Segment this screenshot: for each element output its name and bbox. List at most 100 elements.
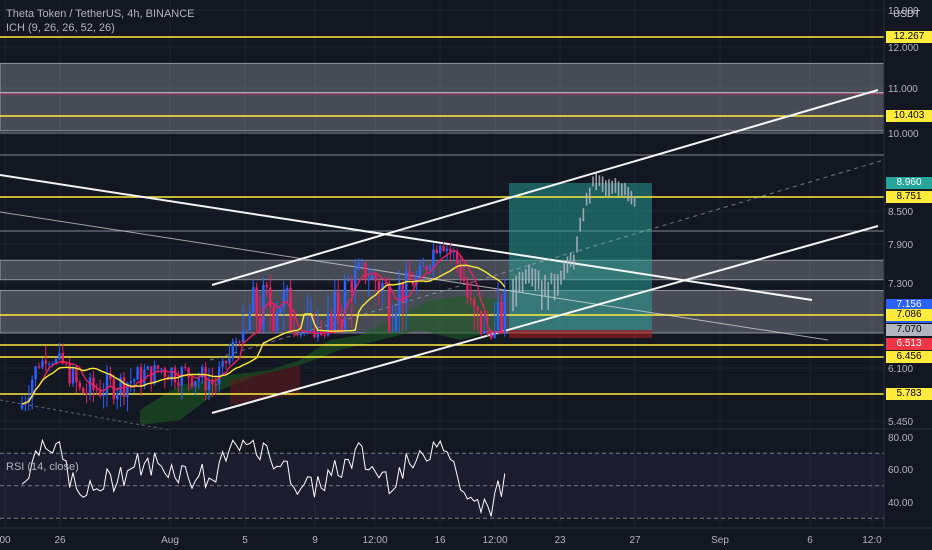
horizontal-levels[interactable] [0,36,884,395]
candle-body-136 [483,330,486,334]
candle-body-72 [265,284,268,288]
candle-body-61 [228,358,231,364]
candle-body-139 [493,330,496,339]
currency-label: USDT [893,9,920,20]
rsi-pane [0,428,932,519]
candle-body-100 [360,262,364,264]
candle-body-105 [377,280,381,292]
candle-body-9 [51,363,54,365]
time-label-0: 00 [0,535,11,546]
candle-body-98 [354,269,357,293]
time-label-6: 16 [434,535,446,546]
candle-body-68 [252,287,255,313]
price-label-2: 11.000 [888,84,918,95]
time-label-10: Sep [711,535,729,546]
candle-body-90 [326,314,330,336]
time-label-1: 26 [54,535,66,546]
candle-body-87 [316,331,319,338]
symbol-title[interactable]: Theta Token / TetherUS, 4h, BINANCE [6,8,195,20]
candle-body-141 [500,301,503,333]
candle-body-14 [68,363,71,384]
stop-zone [509,330,652,338]
candle-body-40 [156,365,160,369]
candle-body-0 [20,403,24,409]
candle-body-34 [136,367,139,380]
candle-body-37 [146,366,149,370]
candle-body-126 [449,248,452,252]
candle-body-107 [384,282,387,284]
candle-body-83 [303,332,306,334]
candle-body-92 [333,291,336,331]
candle-body-95 [343,280,347,331]
rsi-legend[interactable]: RSI (14, close) [6,461,79,473]
price-tag-7-086: 7.086 [886,309,932,321]
candle-body-89 [323,334,326,336]
ichimoku-legend[interactable]: ICH (9, 26, 26, 52, 26) [6,22,115,34]
candle-body-119 [425,266,428,270]
candle-body-19 [85,393,88,395]
candle-body-103 [371,275,374,280]
candle-body-17 [78,382,81,388]
candle-body-49 [187,367,190,378]
candle-body-140 [496,301,500,331]
candle-body-74 [272,307,275,331]
candle-body-13 [65,363,68,365]
cloud-bull [140,295,500,425]
candle-body-32 [129,381,132,384]
time-label-12: 12:0 [862,535,882,546]
candle-body-70 [258,317,262,331]
candle-body-134 [476,307,479,311]
candle-body-12 [61,352,64,364]
candle-body-124 [442,245,445,251]
candle-body-78 [286,287,289,291]
candle-body-60 [224,360,228,364]
candle-body-91 [330,314,333,331]
candle-body-8 [48,363,51,365]
cloud-bear [230,365,300,405]
candle-body-44 [170,367,173,381]
candle-body-110 [394,313,398,331]
candle-body-104 [374,275,377,281]
candle-body-81 [296,333,299,336]
candle-body-129 [459,263,462,278]
candle-body-101 [364,262,367,280]
candle-body-26 [109,373,112,380]
candle-body-48 [184,367,187,369]
candle-body-52 [197,377,200,381]
time-label-7: 12:00 [482,535,507,546]
trendlines[interactable] [0,89,885,431]
candle-body-66 [245,330,248,332]
price-tag-8-751: 8.751 [886,191,932,203]
conversion-line [21,249,506,405]
price-label-5: 7.900 [888,240,913,251]
rsi-axis-label-0: 80.00 [888,433,913,444]
candle-body-65 [241,330,245,343]
candle-body-33 [133,379,136,382]
price-tag-6-513: 6.513 [886,338,932,350]
candle-body-117 [418,266,421,276]
zone-0 [0,62,885,94]
candle-body-21 [92,377,95,390]
candle-body-121 [432,249,435,268]
candle-body-10 [54,359,58,364]
candle-body-35 [139,367,143,386]
candle-body-132 [469,297,472,300]
candle-body-122 [435,249,438,254]
trendline-0 [0,174,813,301]
candle-body-22 [95,389,98,391]
candle-body-73 [269,287,272,308]
base-line [21,264,506,405]
price-tag-12-267: 12.267 [886,31,932,43]
price-tag-5-783: 5.783 [886,388,932,400]
candle-body-125 [445,248,449,251]
candle-body-18 [82,387,85,394]
candle-body-109 [391,330,394,332]
candle-body-3 [31,379,34,398]
candle-body-112 [401,281,404,303]
price-label-8: 5.450 [888,417,913,428]
candle-body-142 [503,290,506,333]
candle-body-97 [350,280,353,293]
candle-body-79 [289,287,292,332]
